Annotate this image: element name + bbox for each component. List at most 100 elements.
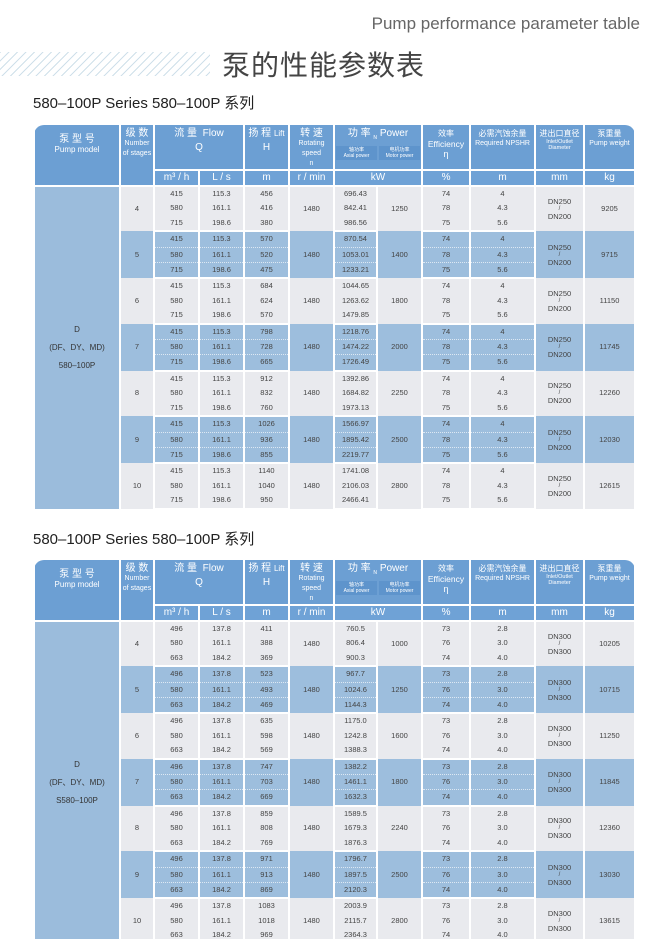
outlet-diameter: DN300: [547, 877, 572, 887]
efficiency: 75: [421, 354, 472, 372]
axial-power: 842.41: [333, 201, 378, 216]
motor-power: 1600: [375, 713, 424, 759]
outlet-diameter: DN200: [547, 304, 572, 314]
table-row: 8 415 115.3 912 1480 1392.86 2250 74 4 DN250/D…: [34, 370, 637, 417]
npshr: 3.0: [469, 774, 537, 791]
efficiency: 76: [421, 821, 472, 836]
flow-ls: 161.1: [198, 821, 245, 836]
npshr: 4: [469, 416, 537, 433]
axial-power: 1566.97: [333, 416, 378, 433]
axial-power: 1053.01: [333, 247, 378, 264]
stage-count: 9: [119, 416, 155, 464]
efficiency: 74: [421, 323, 472, 341]
pump-weight: 13615: [583, 898, 637, 939]
motor-power: 2250: [375, 370, 424, 417]
axial-power: 1474.22: [333, 339, 378, 356]
npshr: 3.0: [469, 821, 537, 836]
lift: 808: [243, 821, 290, 836]
flow-ls: 184.2: [198, 650, 245, 668]
lift: 570: [243, 308, 290, 325]
npshr: 4.3: [469, 247, 537, 264]
table-row: 663 184.2 569 1388.3 74 4.0: [34, 743, 635, 760]
axial-power: 1479.85: [333, 308, 378, 325]
table-row: 580 161.1 832 1684.82 78 4.3: [34, 386, 635, 401]
flow-m3h: 715: [153, 354, 200, 372]
pump-model-cell: D (DF、DY、MD) 580–100P: [33, 186, 121, 509]
stage-count: 7: [119, 323, 155, 371]
table-row: D (DF、DY、MD) S580–100P 4 496 137.8 411 1480 76…: [33, 621, 637, 939]
inlet-outlet-diameter: DN250/DN200: [534, 186, 586, 232]
axial-power: 1679.3: [333, 821, 378, 836]
inlet-outlet-diameter: DN300/DN300: [534, 898, 586, 939]
inlet-diameter: DN250: [547, 197, 572, 207]
npshr: 2.8: [469, 758, 537, 776]
flow-m3h: 580: [153, 821, 200, 836]
efficiency: 75: [421, 400, 472, 418]
flow-m3h: 580: [153, 386, 200, 401]
npshr: 4: [469, 463, 537, 479]
efficiency: 73: [421, 666, 472, 683]
npshr: 3.0: [469, 867, 537, 883]
diameter-separator: /: [558, 298, 561, 305]
flow-m3h: 496: [153, 805, 200, 822]
lift: 456: [243, 186, 290, 202]
inlet-outlet-diameter: DN250/DN200: [534, 323, 586, 371]
flow-m3h: 415: [153, 186, 200, 202]
motor-power: 2500: [375, 416, 424, 464]
outlet-diameter: DN300: [547, 831, 572, 841]
outlet-diameter: DN300: [547, 923, 572, 933]
inlet-diameter: DN250: [547, 473, 572, 483]
stage-count: 6: [119, 278, 155, 324]
table-row: 715 198.6 855 2219.77 75 5.6: [34, 447, 635, 465]
header-weight: 泵重量 Pump weight: [583, 125, 637, 171]
pump-weight: 11745: [583, 323, 637, 371]
header-stages: 级 数 Number of stages: [119, 560, 155, 622]
header-diameter: 进出口直径 Inlet/Outlet Diameter: [534, 560, 586, 606]
inlet-diameter: DN300: [547, 632, 572, 642]
unit-power: kW: [332, 605, 424, 622]
flow-m3h: 663: [153, 835, 200, 853]
stage-count: 10: [119, 463, 155, 509]
lift: 669: [243, 789, 290, 807]
axial-power: 1392.86: [333, 370, 378, 387]
pump-weight: 9205: [583, 186, 637, 232]
unit-speed: r / min: [288, 605, 335, 622]
diameter-separator: /: [558, 482, 561, 489]
header-weight: 泵重量 Pump weight: [583, 560, 637, 606]
flow-ls: 161.1: [198, 247, 245, 264]
inlet-outlet-diameter: DN250/DN200: [534, 463, 586, 509]
flow-ls: 198.6: [198, 493, 245, 510]
lift: 971: [243, 851, 290, 868]
flow-m3h: 496: [153, 851, 200, 868]
unit-npshr: m: [469, 605, 537, 622]
efficiency: 76: [421, 636, 472, 651]
outlet-diameter: DN300: [547, 692, 572, 702]
unit-efficiency: %: [421, 605, 472, 622]
flow-m3h: 415: [153, 463, 200, 479]
flow-ls: 161.1: [198, 478, 245, 494]
lift: 769: [243, 835, 290, 853]
axial-power: 1876.3: [333, 835, 378, 853]
table-row: 715 198.6 760 1973.13 75 5.6: [34, 400, 635, 418]
flow-m3h: 715: [153, 262, 200, 280]
axial-power: 1726.49: [333, 354, 378, 372]
lift: 493: [243, 682, 290, 699]
motor-power: 1250: [375, 666, 424, 714]
axial-power: 696.43: [333, 186, 378, 202]
npshr: 5.6: [469, 308, 537, 325]
rotating-speed: 1480: [288, 186, 335, 232]
flow-m3h: 415: [153, 416, 200, 433]
pump-weight: 12360: [583, 805, 637, 852]
inlet-outlet-diameter: DN300/DN300: [534, 758, 586, 806]
header-axial-power: 轴功率 Axial power: [336, 146, 378, 160]
table-row: D (DF、DY、MD) 580–100P 4 415 115.3 456 1480 696…: [33, 186, 637, 509]
pump-weight: 11845: [583, 758, 637, 806]
flow-m3h: 715: [153, 308, 200, 325]
header-diameter: 进出口直径 Inlet/Outlet Diameter: [534, 125, 586, 171]
efficiency: 73: [421, 713, 472, 729]
efficiency: 75: [421, 493, 472, 510]
table-row: 663 184.2 769 1876.3 74 4.0: [34, 835, 635, 853]
axial-power: 1796.7: [333, 851, 378, 868]
table-row: 580 161.1 728 1474.22 78 4.3: [34, 339, 635, 356]
axial-power: 760.5: [333, 621, 378, 637]
